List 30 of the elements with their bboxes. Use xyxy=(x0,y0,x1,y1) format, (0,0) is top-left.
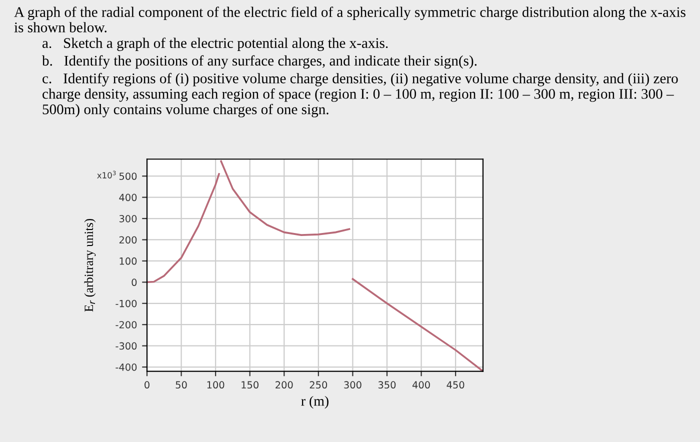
x-axis-title: r (m) xyxy=(301,396,328,409)
text: b. Identify the positions of any surface charges, and indicate their sign(s). xyxy=(42,55,477,69)
y-tick-label: 200 xyxy=(119,236,137,244)
line-series xyxy=(220,160,350,236)
y-tick-label: -200 xyxy=(116,321,137,328)
text: a. Sketch a graph of the electric potential along the x-axis. xyxy=(42,38,388,51)
y-axis-title: E$_{r}$ (arbitrary units) xyxy=(84,218,96,312)
y-tick-label: 400 xyxy=(119,194,137,202)
line-series xyxy=(147,173,220,284)
x-tick-label: 100 xyxy=(207,381,224,389)
y-tick-label: -400 xyxy=(116,364,137,371)
x-tick-label: 0 xyxy=(144,381,150,389)
x-tick-label: 50 xyxy=(176,381,187,389)
line-series xyxy=(352,278,483,372)
x-tick-label: 250 xyxy=(310,381,328,389)
x-tick-label: 400 xyxy=(412,381,430,389)
y-tick-label: 300 xyxy=(119,215,137,222)
y-tick-label: 500 xyxy=(119,172,137,180)
y-tick-label: -100 xyxy=(116,300,137,308)
x-tick-label: 300 xyxy=(344,381,362,389)
x-tick-label: 450 xyxy=(446,381,464,389)
x-tick-label: 150 xyxy=(242,381,258,389)
chart-title: A graph of the radial component of the electric field of a spherically symmetric charge distribution along the x-axis is shown below. xyxy=(14,6,686,32)
y-tick-label: 100 xyxy=(120,257,137,265)
text: c. Identify regions of (i) positive volume charge densities, (ii) negative volume charge density, and (iii) zero charge density, assuming each region of space (region I: 0 – 100 m, region II: 100 – 300 m, region III: 300 – 500m) only contains volume charges of one sign. xyxy=(42,72,678,118)
y-tick-label: 0 xyxy=(132,278,137,286)
y-tick-label: -300 xyxy=(116,342,137,350)
x-tick-label: 350 xyxy=(378,381,396,389)
x-tick-label: 200 xyxy=(276,381,293,389)
text: x10$^{3}$ xyxy=(97,170,116,178)
